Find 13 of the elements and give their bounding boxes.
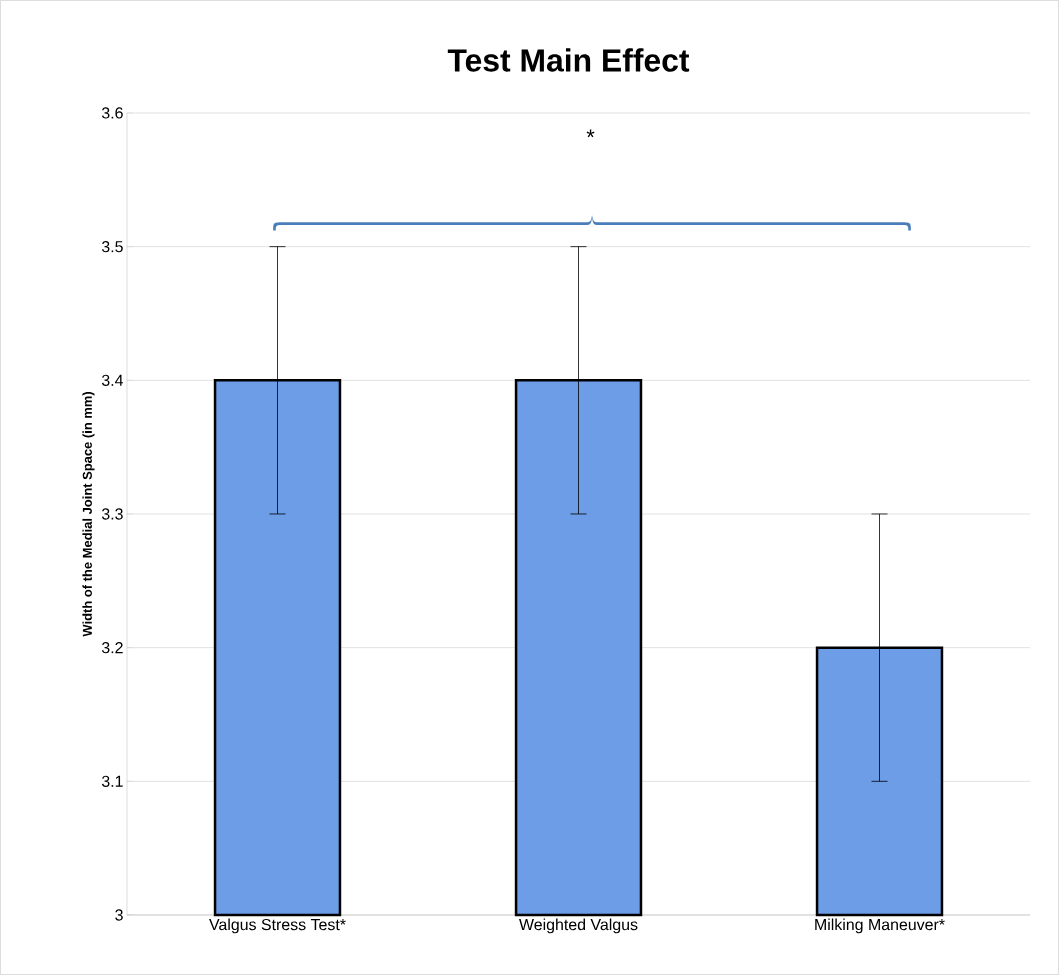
y-tick-label: 3.2 bbox=[101, 642, 123, 654]
y-tick-label: 3.4 bbox=[101, 374, 124, 386]
y-axis-title: Width of the Medial Joint Space (in mm) bbox=[82, 391, 95, 637]
y-tick-label: 3.6 bbox=[101, 107, 123, 119]
chart-title: Test Main Effect bbox=[447, 48, 690, 72]
y-tick-label: 3.5 bbox=[101, 241, 123, 253]
x-tick-label: Milking Maneuver* bbox=[815, 918, 945, 934]
y-tick-label: 3 bbox=[115, 909, 123, 921]
y-tick-label: 3.3 bbox=[101, 508, 123, 520]
y-tick-label: 3.1 bbox=[101, 775, 123, 787]
x-tick-label: Weighted Valgus bbox=[519, 918, 638, 934]
annotation: * bbox=[586, 129, 595, 138]
x-tick-label: Valgus Stress Test* bbox=[209, 918, 346, 934]
